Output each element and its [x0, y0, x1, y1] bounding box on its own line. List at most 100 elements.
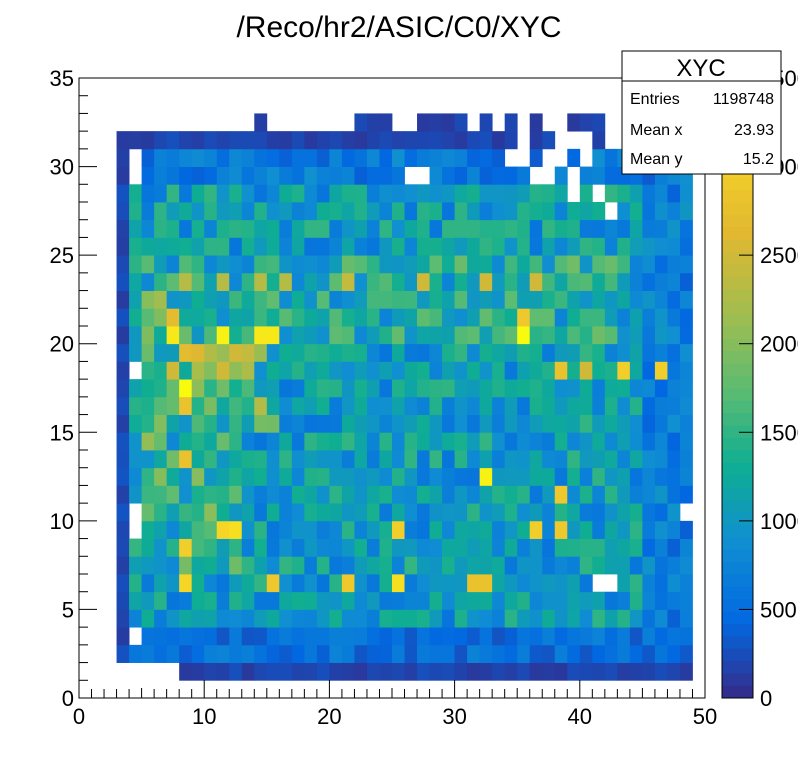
heatmap-cell	[492, 467, 506, 486]
heatmap-cell	[554, 396, 568, 415]
heatmap-cell	[316, 361, 330, 380]
heatmap-cell	[442, 591, 455, 610]
heatmap-cell	[341, 396, 355, 415]
heatmap-cell	[129, 379, 142, 398]
heatmap-cell	[216, 644, 230, 663]
heatmap-cell	[579, 520, 593, 539]
heatmap-cell	[129, 131, 142, 150]
heatmap-cell	[154, 308, 168, 327]
heatmap-cell	[392, 503, 405, 522]
heatmap-cell	[579, 255, 593, 274]
heatmap-cell	[567, 202, 581, 221]
heatmap-cell	[567, 237, 581, 256]
heatmap-cell	[442, 290, 455, 309]
heatmap-cell	[229, 609, 243, 628]
heatmap-cell	[567, 255, 581, 274]
heatmap-cell	[617, 290, 631, 309]
heatmap-cell	[617, 591, 631, 610]
heatmap-cell	[517, 467, 531, 486]
heatmap-cell	[204, 202, 218, 221]
heatmap-cell	[504, 308, 518, 327]
heatmap-cell	[229, 538, 243, 557]
heatmap-cell	[629, 255, 643, 274]
heatmap-cell	[467, 255, 481, 274]
heatmap-cell	[654, 609, 668, 628]
heatmap-cell	[529, 662, 543, 681]
heatmap-cell	[404, 538, 418, 557]
heatmap-cell	[241, 538, 255, 557]
heatmap-cell	[442, 396, 455, 415]
heatmap-cell	[592, 131, 606, 150]
heatmap-cell	[579, 184, 593, 203]
heatmap-cell	[442, 113, 455, 132]
palette-band	[722, 536, 753, 550]
heatmap-cell	[554, 166, 568, 185]
heatmap-cell	[667, 485, 681, 504]
heatmap-cell	[642, 396, 656, 415]
heatmap-cell	[542, 556, 556, 575]
heatmap-cell	[517, 450, 531, 469]
heatmap-cell	[479, 237, 493, 256]
heatmap-cell	[341, 609, 355, 628]
heatmap-cell	[492, 148, 506, 167]
heatmap-cell	[442, 644, 455, 663]
heatmap-cell	[179, 379, 193, 398]
stats-entries-value: 1198748	[713, 91, 774, 108]
heatmap-cell	[417, 609, 430, 628]
heatmap-cell	[629, 414, 643, 433]
heatmap-cell	[329, 184, 343, 203]
heatmap-cell	[241, 503, 255, 522]
heatmap-cell	[279, 414, 293, 433]
heatmap-cell	[204, 237, 218, 256]
x-tick-label: 30	[442, 704, 466, 729]
palette-band	[722, 660, 753, 674]
heatmap-cell	[529, 574, 543, 593]
heatmap-cell	[542, 396, 556, 415]
heatmap-cell	[354, 432, 368, 451]
heatmap-cell	[667, 290, 681, 309]
heatmap-cell	[417, 131, 430, 150]
heatmap-cell	[266, 148, 280, 167]
palette-band	[722, 487, 753, 500]
heatmap-cell	[392, 432, 405, 451]
heatmap-cell	[554, 255, 568, 274]
heatmap-cell	[404, 308, 418, 327]
heatmap-cell	[617, 574, 631, 593]
heatmap-cell	[266, 538, 280, 557]
heatmap-cell	[129, 556, 142, 575]
heatmap-cell	[266, 361, 280, 380]
heatmap-cell	[341, 644, 355, 663]
heatmap-cell	[479, 113, 493, 132]
heatmap-cell	[492, 627, 506, 646]
heatmap-cell	[567, 379, 581, 398]
palette-band	[722, 648, 753, 662]
heatmap-cell	[291, 467, 305, 486]
heatmap-cell	[279, 396, 293, 415]
heatmap-cell	[354, 326, 368, 345]
heatmap-cell	[229, 343, 243, 362]
heatmap-cell	[592, 326, 606, 345]
heatmap-cell	[204, 379, 218, 398]
heatmap-cell	[479, 432, 493, 451]
heatmap-cell	[379, 290, 393, 309]
heatmap-cell	[304, 237, 318, 256]
heatmap-cell	[529, 184, 543, 203]
heatmap-cell	[617, 450, 631, 469]
heatmap-cell	[329, 219, 343, 238]
heatmap-cell	[379, 361, 393, 380]
heatmap-cell	[554, 556, 568, 575]
heatmap-cell	[554, 432, 568, 451]
heatmap-cell	[479, 202, 493, 221]
heatmap-cell	[129, 450, 142, 469]
heatmap-cell	[679, 290, 693, 309]
heatmap-cell	[366, 361, 380, 380]
heatmap-cell	[592, 503, 606, 522]
heatmap-cell	[304, 361, 318, 380]
heatmap-cell	[266, 379, 280, 398]
heatmap-cell	[642, 343, 656, 362]
heatmap-cell	[442, 538, 455, 557]
heatmap-cell	[191, 237, 205, 256]
heatmap-cell	[454, 467, 468, 486]
heatmap-cell	[604, 396, 618, 415]
heatmap-cell	[266, 591, 280, 610]
